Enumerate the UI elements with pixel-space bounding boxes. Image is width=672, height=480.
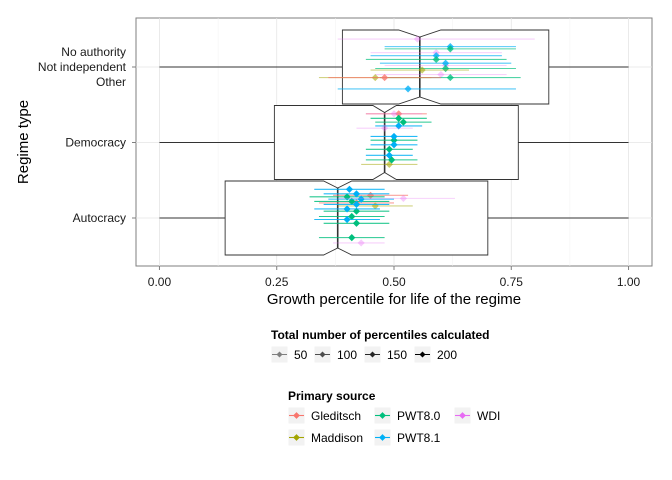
legend-key-point — [293, 412, 300, 419]
estimate-point — [432, 52, 440, 60]
legend-key-point — [293, 434, 300, 441]
estimate-point — [432, 55, 440, 64]
estimate-point — [348, 212, 356, 221]
legend-key-point — [419, 351, 426, 358]
estimate-point — [395, 122, 403, 130]
estimate-point — [413, 35, 422, 43]
estimate-point — [343, 215, 351, 224]
y-tick-label: Other — [96, 75, 126, 89]
legend-title-count: Total number of percentiles calculated — [271, 328, 490, 342]
legends: Total number of percentiles calculated 50… — [270, 328, 500, 447]
estimate-point — [357, 239, 365, 247]
estimate-point — [352, 190, 361, 198]
estimate-point — [352, 200, 361, 209]
y-tick-label: Autocracy — [73, 211, 126, 225]
x-tick-label: 0.25 — [265, 275, 289, 289]
estimate-point — [385, 151, 393, 159]
legend-label-source: Maddison — [311, 431, 363, 445]
legend-key-point — [319, 351, 326, 358]
x-axis-title: Growth percentile for life of the regime — [267, 291, 521, 308]
estimate-point — [404, 85, 412, 93]
estimate-point — [345, 185, 354, 193]
legend-key-point — [379, 412, 386, 419]
estimate-point — [357, 195, 365, 203]
estimate-point — [390, 141, 398, 149]
estimate-point — [348, 234, 356, 242]
estimate-point — [446, 73, 454, 82]
estimate-point — [395, 114, 403, 122]
legend-label-count: 50 — [294, 348, 308, 362]
estimate-point — [381, 73, 389, 82]
estimate-point — [390, 110, 398, 118]
legend-label-count: 100 — [337, 348, 357, 362]
x-tick-label: 0.50 — [382, 275, 406, 289]
legend-key-point — [369, 351, 376, 358]
estimate-point — [385, 145, 393, 153]
box-notched — [224, 180, 489, 256]
y-tick-label: No authority — [61, 45, 126, 59]
y-axis-title: Regime type — [15, 100, 32, 184]
legend-title-source: Primary source — [288, 389, 376, 403]
estimate-point — [395, 110, 403, 118]
legend-key-point — [459, 412, 466, 419]
estimate-point — [442, 59, 450, 67]
legend-key-point — [276, 351, 283, 358]
estimate-point — [390, 132, 398, 141]
estimate-point — [437, 70, 445, 79]
source-estimates — [309, 35, 535, 247]
x-tick-label: 0.75 — [500, 275, 524, 289]
y-tick-label: Not independent — [38, 60, 127, 74]
estimate-point — [442, 64, 450, 73]
legend-label-source: PWT8.0 — [397, 409, 441, 423]
estimate-point — [352, 219, 361, 227]
x-tick-label: 1.00 — [617, 275, 641, 289]
x-axis-ticks: 0.00 0.25 0.50 0.75 1.00 — [148, 266, 641, 289]
legend-label-source: WDI — [477, 409, 500, 423]
estimate-point — [418, 66, 426, 74]
legend-label-count: 150 — [387, 348, 407, 362]
estimate-point — [390, 136, 398, 144]
legend-label-source: PWT8.1 — [397, 431, 441, 445]
estimate-point — [343, 193, 351, 201]
estimate-point — [446, 45, 454, 53]
legend-label-count: 200 — [437, 348, 457, 362]
estimate-point — [399, 194, 407, 202]
estimate-point — [371, 202, 379, 210]
estimate-point — [399, 118, 407, 126]
legend-label-source: Gleditsch — [311, 409, 361, 423]
box-notched — [273, 105, 519, 180]
x-tick-label: 0.00 — [148, 275, 172, 289]
legend-key-point — [379, 434, 386, 441]
estimate-point — [381, 124, 389, 132]
estimate-point — [343, 205, 351, 213]
y-tick-label: Democracy — [65, 136, 126, 150]
